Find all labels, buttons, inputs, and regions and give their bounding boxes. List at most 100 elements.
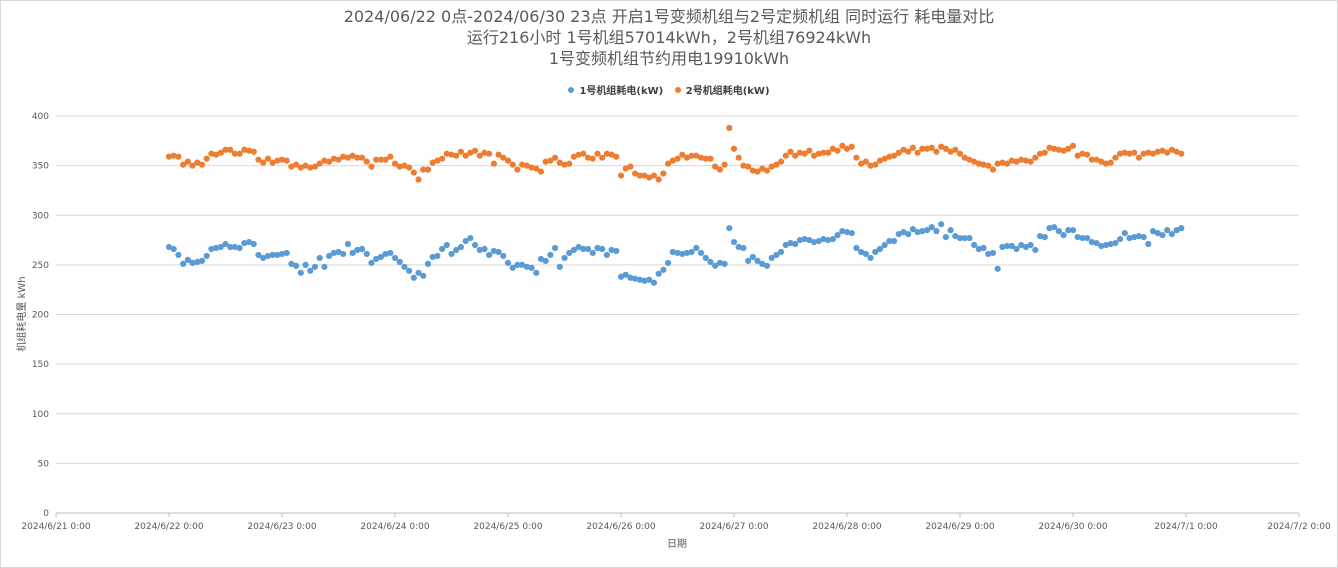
series-1-point [203,252,210,260]
series-2-point [971,158,978,165]
series-1-point [260,254,267,262]
series-1-point [881,241,888,249]
series-1-point [1098,242,1105,250]
series-2-point [250,148,257,155]
series-1-point [688,248,695,256]
series-2-point [269,159,276,166]
x-axis-ticks: 2024/6/21 0:00 2024/6/22 0:00 2024/6/23 0:… [21,513,1331,532]
series-2-point [217,149,224,156]
series-1-point [1065,227,1072,234]
series-1-point [952,232,959,240]
series-2-point [222,146,229,153]
y-tick-label: 50 [38,459,50,469]
series-1-point [358,245,366,253]
series-2-point [782,152,789,159]
series-1-point [721,260,728,267]
series-1-point [792,240,799,248]
title-line-1: 2024/06/22 0点-2024/06/30 23点 开启1号变频机组与2号… [343,7,995,26]
series-1-point [782,241,789,249]
series-1-point [655,270,662,277]
series-1-point [462,237,469,245]
series-2-point [829,145,836,152]
series-1-point [344,240,352,248]
series-2-point [1121,149,1128,156]
series-2-point [872,161,879,168]
series-2-point [1154,148,1161,155]
series-1-point [980,244,987,252]
series-1-point [1093,239,1100,247]
series-1-point [999,243,1006,251]
x-tick-label: 2024/6/25 0:00 [473,522,542,532]
series-1-point [796,236,804,244]
series-1-point [613,247,620,255]
series-1-point [170,245,177,253]
series-2-point [792,152,799,159]
series-2-point [961,154,968,161]
series-1-point [702,254,709,262]
series-2-point [1116,150,1124,157]
series-1-point [566,249,573,257]
series-1-point [1046,225,1053,232]
series-1-point [810,238,818,246]
series-2-point [801,150,808,157]
series-2-point [636,172,643,179]
series-1-point [754,257,761,264]
series-2-point [514,166,521,173]
series-2-point [335,156,342,163]
series-2-point [853,154,860,161]
x-tick-label: 2024/6/27 0:00 [699,522,768,532]
series-2-point [1046,144,1053,151]
series-1-point [712,262,719,269]
series-2-point [1003,160,1011,167]
series-2-point [231,150,239,157]
series-1-point [542,257,549,264]
series-2-point [556,159,563,166]
series-2-point [1126,150,1133,157]
series-2-point [843,145,851,152]
series-2-point [410,169,417,176]
series-2-point [806,147,813,154]
series-2-point [293,161,300,168]
series-2-point [260,159,267,166]
series-1-point [919,228,926,235]
series-1-point [1055,228,1062,235]
series-1-point [1018,241,1025,249]
series-1-point [1022,243,1030,251]
series-2-point [622,165,629,172]
series-2-point [1093,156,1100,163]
series-1-point [387,249,394,257]
series-2-point [627,163,634,170]
series-1-point [255,251,262,259]
series-1-point [504,259,512,266]
series-1-point [486,251,493,259]
x-tick-label: 2024/6/21 0:00 [21,522,90,532]
series-2-point [316,160,323,167]
series-2-point [227,146,234,153]
series-2-point [354,154,361,161]
series-2-point [203,155,210,162]
series-2-point [453,152,460,159]
series-2-point [184,158,191,165]
series-1-point [1107,240,1114,248]
series-1-point [1088,238,1095,246]
series-2-point [1159,147,1166,154]
series-2-point [278,156,286,163]
series-2-point [575,151,582,158]
series-1-point [438,245,446,253]
series-2-point [406,164,413,171]
series-1-point [909,226,917,233]
series-2-point [773,161,780,168]
series-2-point [632,170,639,177]
series-1-point [938,221,945,228]
y-axis-title: 机组耗电量 kWh [15,276,28,351]
series-1-point [434,252,441,260]
series-1-point [660,266,667,273]
series-2-point [1178,150,1185,157]
series-1-point [1102,241,1110,249]
series-1-point [905,231,912,238]
series-2-point [777,158,785,165]
series-1-point [1135,232,1143,240]
series-2-point [387,153,394,160]
series-2-point [655,176,662,183]
series-2-point [302,162,309,169]
